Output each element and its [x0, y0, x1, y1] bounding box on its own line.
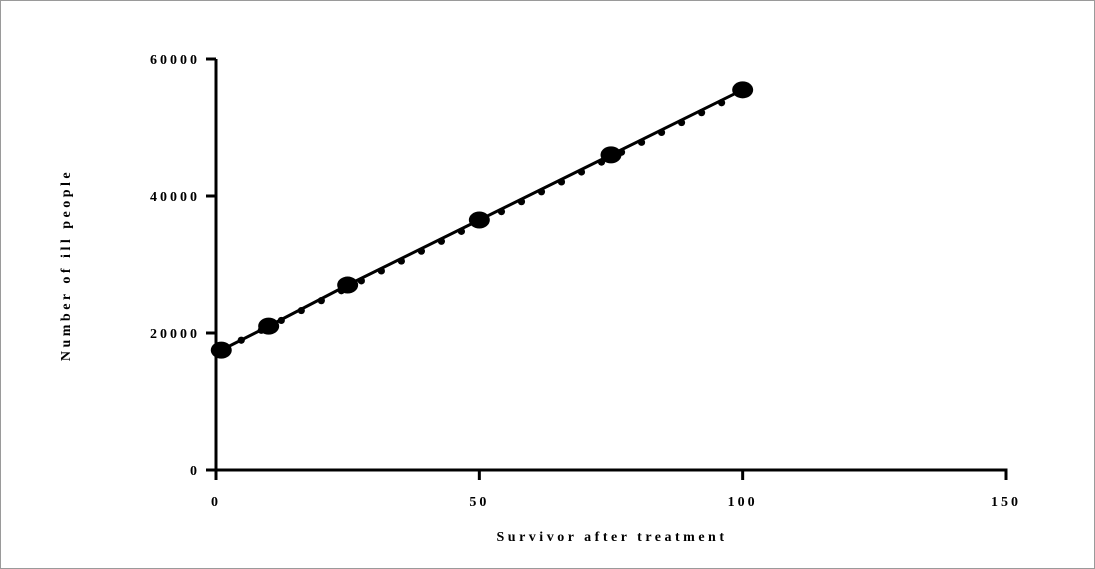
- small-data-point: [517, 198, 526, 206]
- small-data-point: [457, 227, 466, 235]
- x-tick-label: 50: [469, 495, 489, 510]
- large-data-point: [600, 146, 622, 164]
- small-data-point: [677, 118, 686, 127]
- y-tick-label: 60000: [150, 53, 200, 68]
- large-data-point: [337, 276, 359, 294]
- small-data-point: [397, 257, 405, 265]
- small-data-point: [277, 316, 285, 325]
- large-data-point: [210, 341, 232, 359]
- small-data-point: [577, 168, 586, 176]
- small-data-point: [537, 188, 546, 196]
- small-data-point: [437, 237, 446, 245]
- axes: 0 20000 40000 60000 0 50 100 150: [150, 53, 1021, 510]
- small-data-point: [417, 247, 425, 255]
- y-tick-label: 20000: [150, 327, 200, 342]
- small-data-point: [557, 178, 566, 186]
- x-tick-label: 100: [728, 495, 758, 510]
- small-data-point: [317, 297, 325, 305]
- small-data-point: [497, 207, 506, 216]
- y-axis-title: Number of ill people: [59, 169, 74, 361]
- small-data-point: [297, 306, 305, 315]
- small-data-point: [377, 267, 385, 275]
- small-data-point: [697, 109, 706, 117]
- small-data-point: [718, 99, 726, 107]
- x-tick-label: 0: [211, 495, 221, 510]
- x-axis-title: Survivor after treatment: [497, 530, 728, 545]
- x-tick-label: 150: [991, 495, 1021, 510]
- small-data-point: [637, 138, 646, 146]
- plot-area: [210, 81, 754, 359]
- large-data-point: [732, 81, 754, 99]
- y-tick-label: 0: [190, 464, 200, 479]
- large-data-point: [468, 211, 490, 229]
- y-tick-label: 40000: [150, 190, 200, 205]
- small-data-point: [657, 128, 666, 137]
- small-data-point: [237, 336, 245, 344]
- large-data-point: [258, 317, 280, 335]
- small-data-point: [357, 277, 365, 285]
